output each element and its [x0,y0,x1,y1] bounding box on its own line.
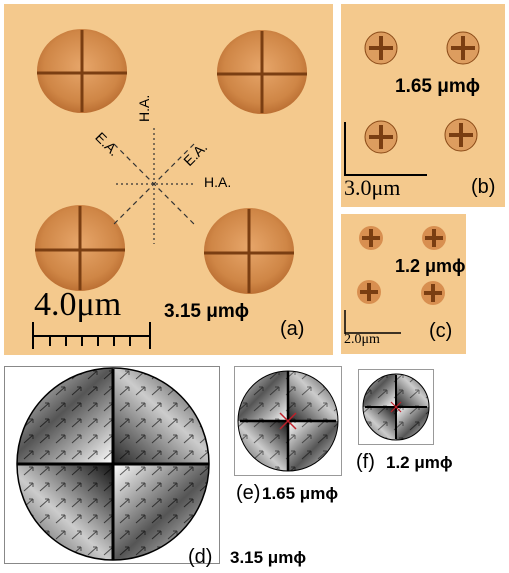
panel-e-simulation [234,366,342,476]
size-label-f: 1.2 μmϕ [386,453,453,472]
panel-a: H.A. E.A. E.A. H.A. 4.0μm 3.15 μmϕ (a) [4,4,333,355]
panel-c: 1.2 μmϕ 2.0μm (c) [341,214,466,354]
scale-bar-a [32,322,151,349]
scale-label-a: 4.0μm [34,286,122,323]
size-label-b: 1.65 μmϕ [395,76,481,97]
size-label-d: 3.15 μmϕ [230,548,307,567]
size-label-c: 1.2 μmϕ [395,256,466,276]
panel-label-e: (e) [236,482,261,504]
dot-top-left [37,29,127,113]
panel-b-image [344,31,480,176]
panel-label-f: (f) [356,451,375,473]
panel-e-image [237,370,339,472]
panel-label-a: (a) [280,318,305,340]
dot-bottom-left [35,205,125,291]
panel-label-b: (b) [471,176,496,198]
panel-b: 1.65 μmϕ 3.0μm (b) [341,4,505,207]
panel-f-image [362,373,430,441]
scale-label-b: 3.0μm [344,175,401,200]
size-label-e: 1.65 μmϕ [262,484,339,503]
panel-label-c: (c) [429,320,453,342]
label-hard-axis-right: H.A. [204,174,232,190]
panel-label-d: (d) [188,546,213,568]
dot-top-right [217,30,307,114]
size-label-a: 3.15 μmϕ [164,301,250,322]
axis-lines [113,128,195,244]
panel-f-simulation [358,369,434,445]
panel-d-image [16,367,210,561]
panel-a-image [32,29,307,349]
scale-bar-c [344,310,401,334]
scale-bar-b [344,122,427,176]
label-hard-axis-top: H.A. [136,94,152,122]
scale-label-c: 2.0μm [344,332,380,347]
panel-d-simulation [4,366,220,564]
dot-bottom-right [204,208,294,294]
panel-c-image [344,226,446,334]
